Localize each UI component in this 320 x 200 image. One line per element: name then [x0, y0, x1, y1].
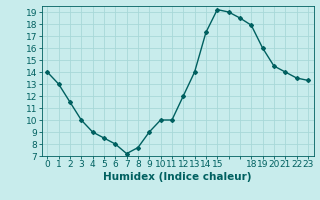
X-axis label: Humidex (Indice chaleur): Humidex (Indice chaleur) [103, 172, 252, 182]
